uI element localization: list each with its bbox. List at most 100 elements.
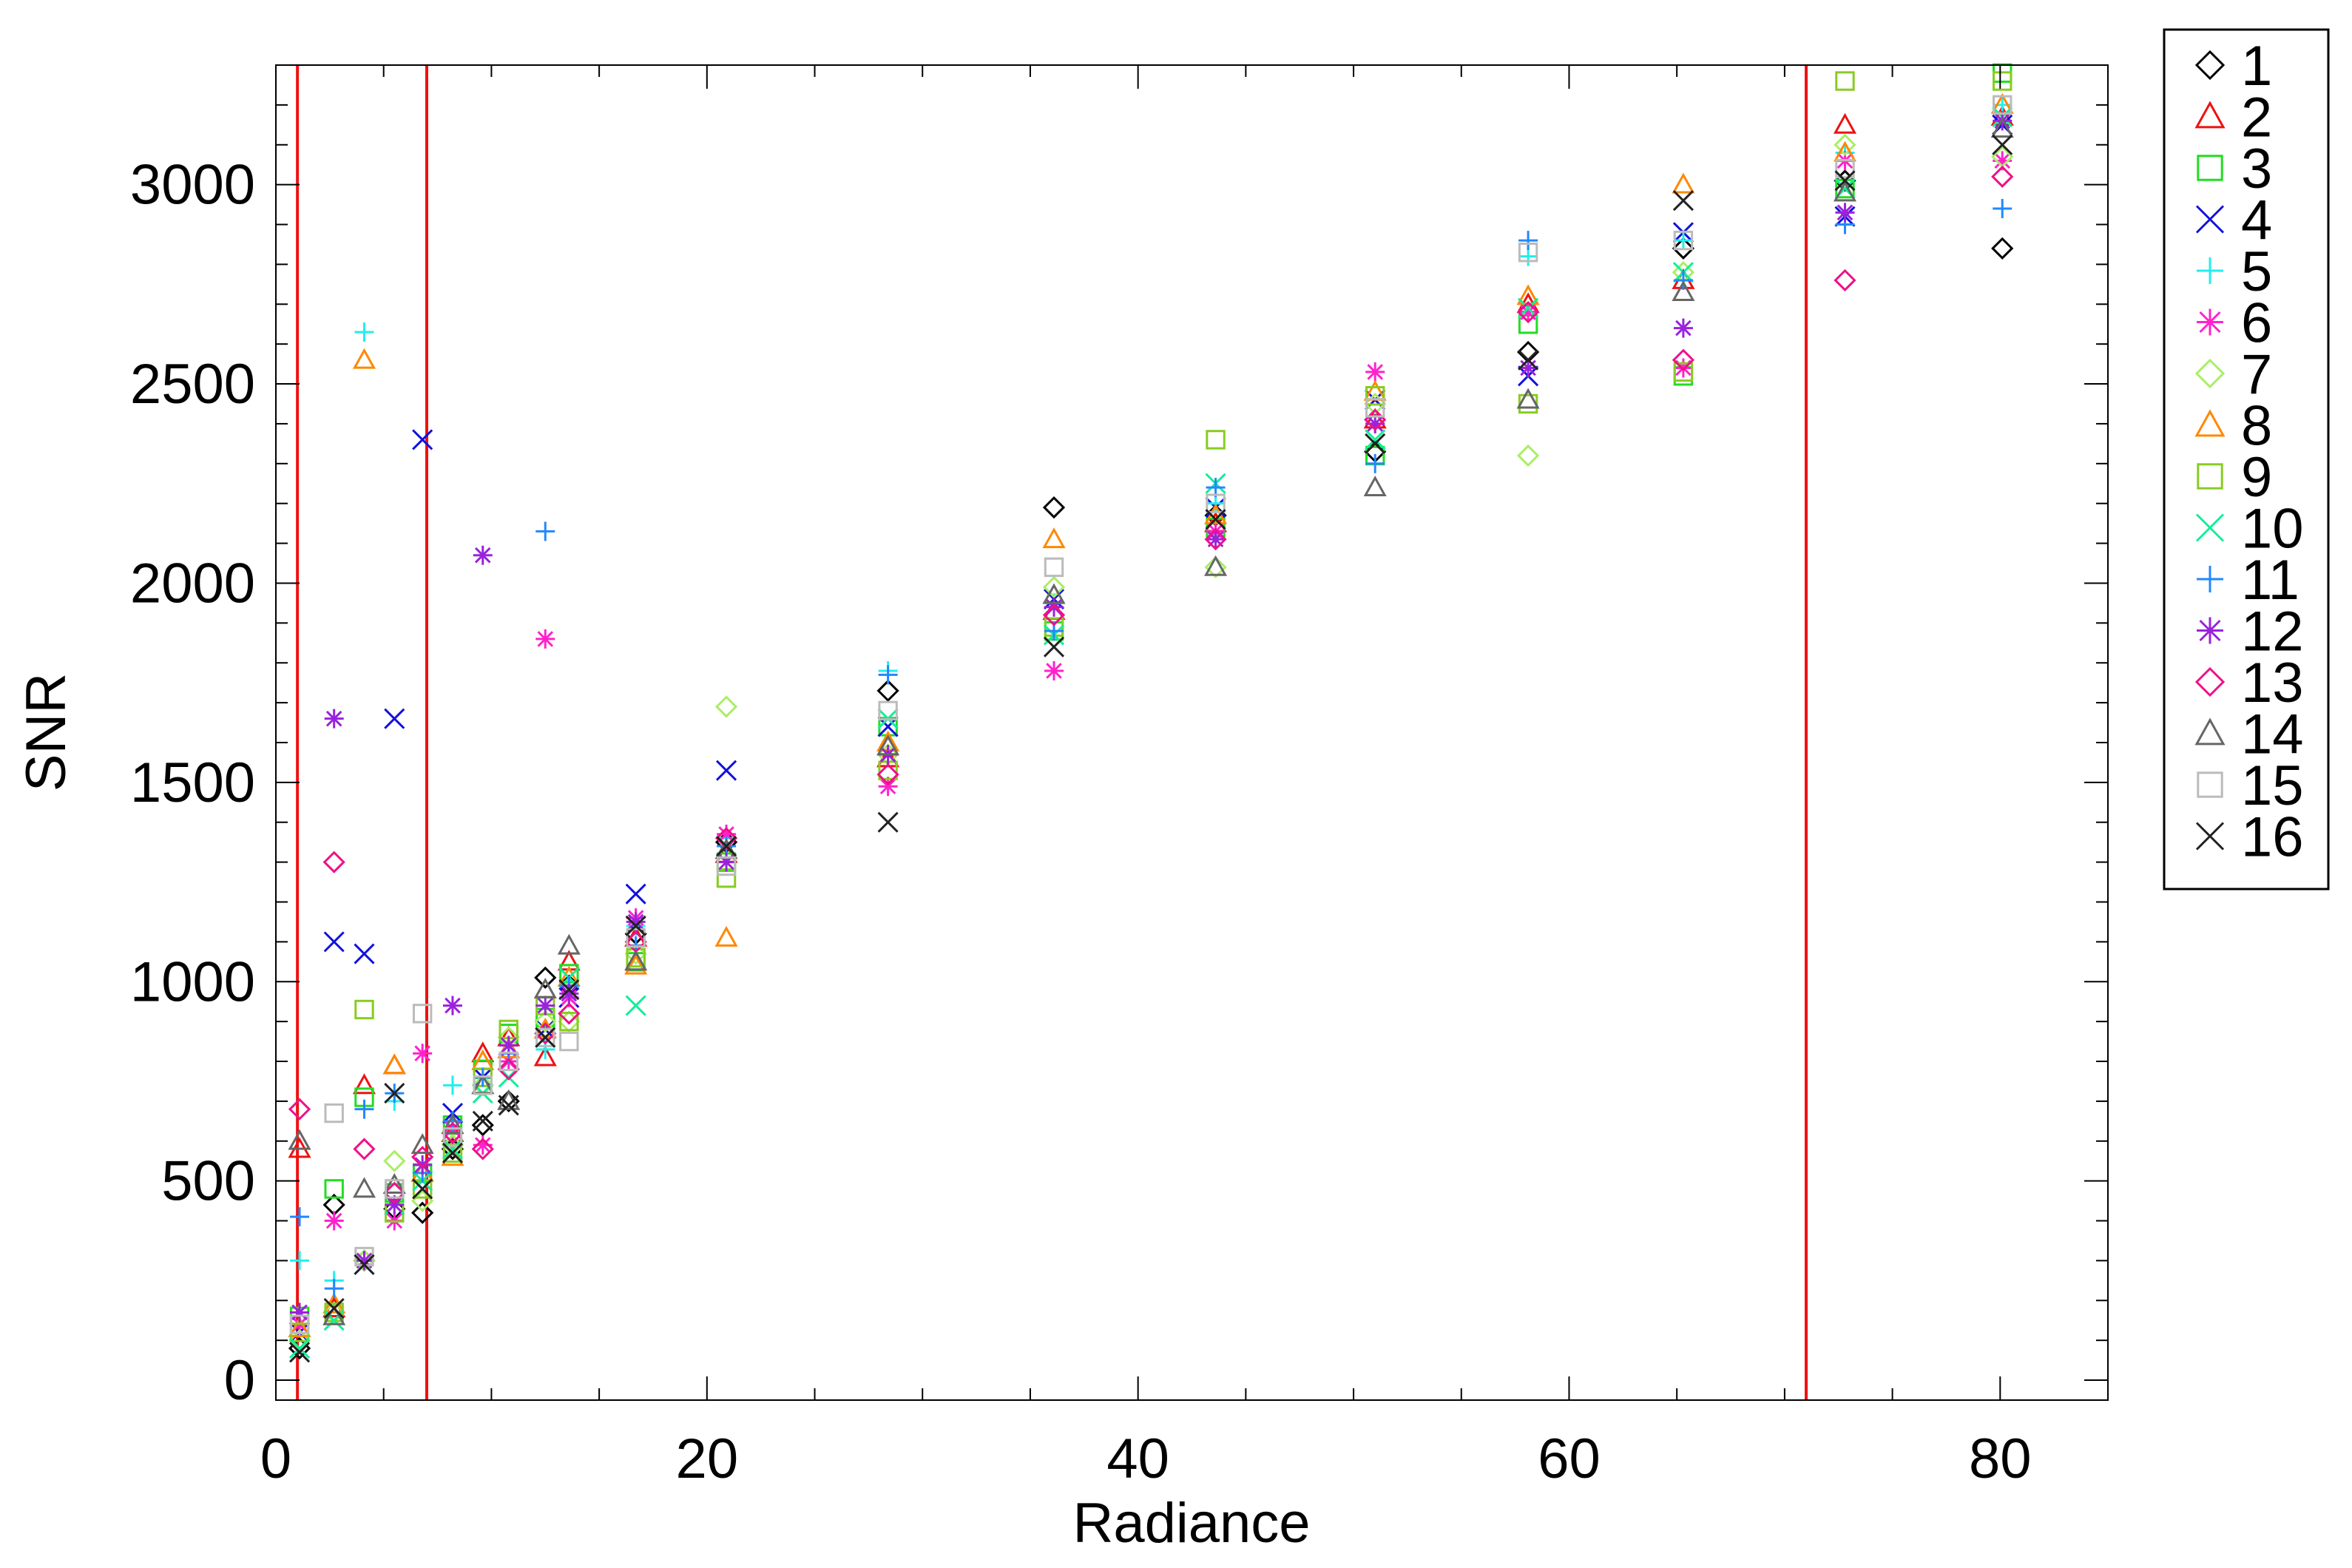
data-point: [1363, 476, 1387, 497]
series-16: [288, 134, 2013, 1363]
data-point: [442, 1142, 464, 1164]
data-point: [288, 1337, 311, 1359]
x-axis-label: Radiance: [1072, 1492, 1310, 1555]
data-point: [1673, 362, 1694, 382]
data-point: [354, 1251, 374, 1271]
data-point: [714, 827, 738, 850]
data-point: [535, 1027, 556, 1048]
y-tick-label: 2500: [130, 353, 255, 416]
data-point: [412, 429, 433, 450]
legend-marker: [2194, 101, 2226, 129]
data-point: [290, 1251, 310, 1271]
series-3: [289, 63, 2013, 1327]
x-tick-label: 60: [1538, 1427, 1601, 1490]
legend-marker: [2197, 771, 2223, 798]
data-point: [288, 1098, 311, 1121]
data-point: [1993, 198, 2013, 218]
data-point: [382, 1053, 406, 1075]
legend-label: 4: [2241, 189, 2272, 252]
legend-marker: [2194, 358, 2226, 389]
data-point: [1365, 398, 1385, 418]
data-point: [353, 1138, 376, 1160]
series-1: [288, 169, 2014, 1360]
data-point: [322, 851, 345, 873]
data-point: [382, 1172, 406, 1194]
series-15: [289, 95, 2013, 1334]
data-point: [441, 1113, 464, 1135]
data-point: [497, 1058, 520, 1081]
legend-box: [2163, 28, 2330, 891]
data-point: [624, 953, 648, 975]
legend-label: 13: [2241, 652, 2304, 714]
data-point: [322, 1304, 346, 1325]
y-tick-label: 0: [224, 1349, 255, 1412]
data-point: [323, 1298, 345, 1319]
data-point: [625, 915, 646, 936]
legend-marker: [2195, 513, 2225, 542]
legend-marker: [2197, 463, 2223, 490]
data-point: [1993, 71, 2013, 91]
data-point: [559, 984, 579, 1004]
legend-marker: [2197, 566, 2223, 592]
data-point: [876, 679, 899, 703]
data-point: [412, 1178, 433, 1200]
data-point: [1991, 237, 2014, 260]
data-point: [1834, 170, 1856, 192]
data-point: [383, 1149, 406, 1172]
data-point: [1365, 429, 1386, 450]
data-point: [411, 1201, 434, 1224]
data-point: [352, 348, 376, 369]
data-point: [535, 521, 555, 541]
data-point: [385, 1179, 405, 1199]
data-point: [1518, 393, 1538, 414]
x-tick-label: 40: [1106, 1427, 1169, 1490]
data-point: [716, 856, 737, 876]
y-tick-label: 2000: [130, 552, 255, 615]
data-point: [324, 1211, 344, 1231]
data-points: [288, 63, 2014, 1363]
data-point: [1833, 112, 1857, 134]
data-point: [878, 665, 898, 685]
data-point: [1365, 433, 1386, 454]
data-point: [1365, 386, 1385, 406]
legend-label: 1: [2241, 35, 2272, 98]
legend-marker: [2194, 50, 2226, 81]
data-point: [1043, 636, 1065, 658]
series-6: [290, 151, 2013, 1334]
data-point: [1835, 71, 1855, 91]
data-point: [288, 1316, 311, 1337]
data-point: [471, 1138, 494, 1160]
legend-label: 12: [2241, 601, 2304, 663]
data-point: [1363, 379, 1387, 401]
data-point: [1206, 530, 1226, 550]
data-point: [1044, 557, 1064, 578]
data-point: [559, 1031, 579, 1052]
legend-label: 9: [2241, 446, 2272, 509]
data-point: [1204, 528, 1227, 551]
data-point: [1042, 604, 1066, 626]
data-point: [442, 1075, 462, 1095]
legend-label: 8: [2241, 395, 2272, 458]
data-point: [535, 996, 555, 1016]
data-point: [876, 734, 900, 756]
legend-label: 10: [2241, 498, 2304, 561]
series-2: [288, 104, 2014, 1317]
data-point: [1673, 318, 1693, 338]
data-point: [442, 1143, 463, 1163]
legend-label: 3: [2241, 138, 2272, 200]
x-tick-label: 0: [260, 1427, 291, 1490]
data-point: [1518, 303, 1538, 322]
data-point: [499, 1051, 518, 1072]
data-point: [1992, 134, 2013, 155]
data-point: [473, 1075, 493, 1095]
data-point: [290, 1302, 310, 1322]
data-point: [558, 979, 580, 1001]
data-point: [557, 933, 581, 955]
data-point: [533, 1045, 557, 1067]
series-9: [289, 71, 2013, 1342]
data-point: [1672, 280, 1695, 302]
data-point: [1833, 180, 1857, 202]
data-point: [625, 995, 646, 1016]
